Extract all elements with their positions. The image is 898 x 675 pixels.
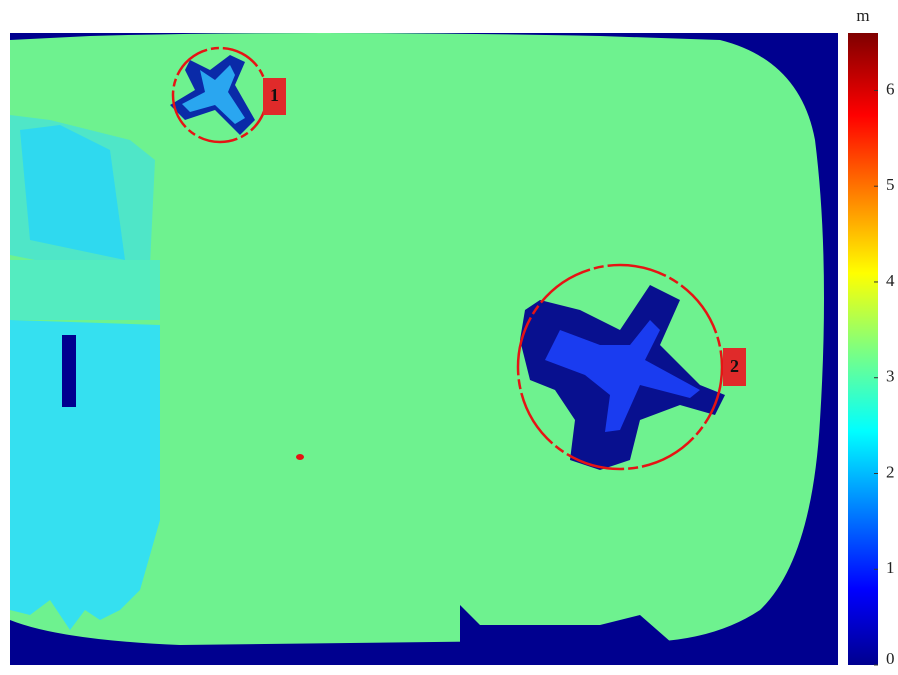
colorbar bbox=[848, 33, 878, 665]
marker-label: 1 bbox=[270, 85, 279, 105]
tick-label: 2 bbox=[886, 462, 895, 481]
depth-image: 1 2 bbox=[10, 33, 838, 665]
tick-label: 5 bbox=[886, 175, 895, 194]
tick-label: 3 bbox=[886, 367, 895, 386]
tick-label: 0 bbox=[886, 649, 895, 668]
tick-label: 6 bbox=[886, 79, 895, 98]
figure: 1 2 m 0 1 2 3 4 5 6 bbox=[0, 0, 898, 675]
red-speck bbox=[296, 454, 304, 460]
dark-gap bbox=[62, 335, 76, 407]
left-lower bbox=[10, 320, 160, 630]
tick-label: 4 bbox=[886, 271, 895, 290]
colorbar-unit: m bbox=[856, 6, 869, 25]
tick-label: 1 bbox=[886, 558, 895, 577]
marker-label: 2 bbox=[730, 356, 739, 376]
left-wall bbox=[10, 260, 160, 320]
